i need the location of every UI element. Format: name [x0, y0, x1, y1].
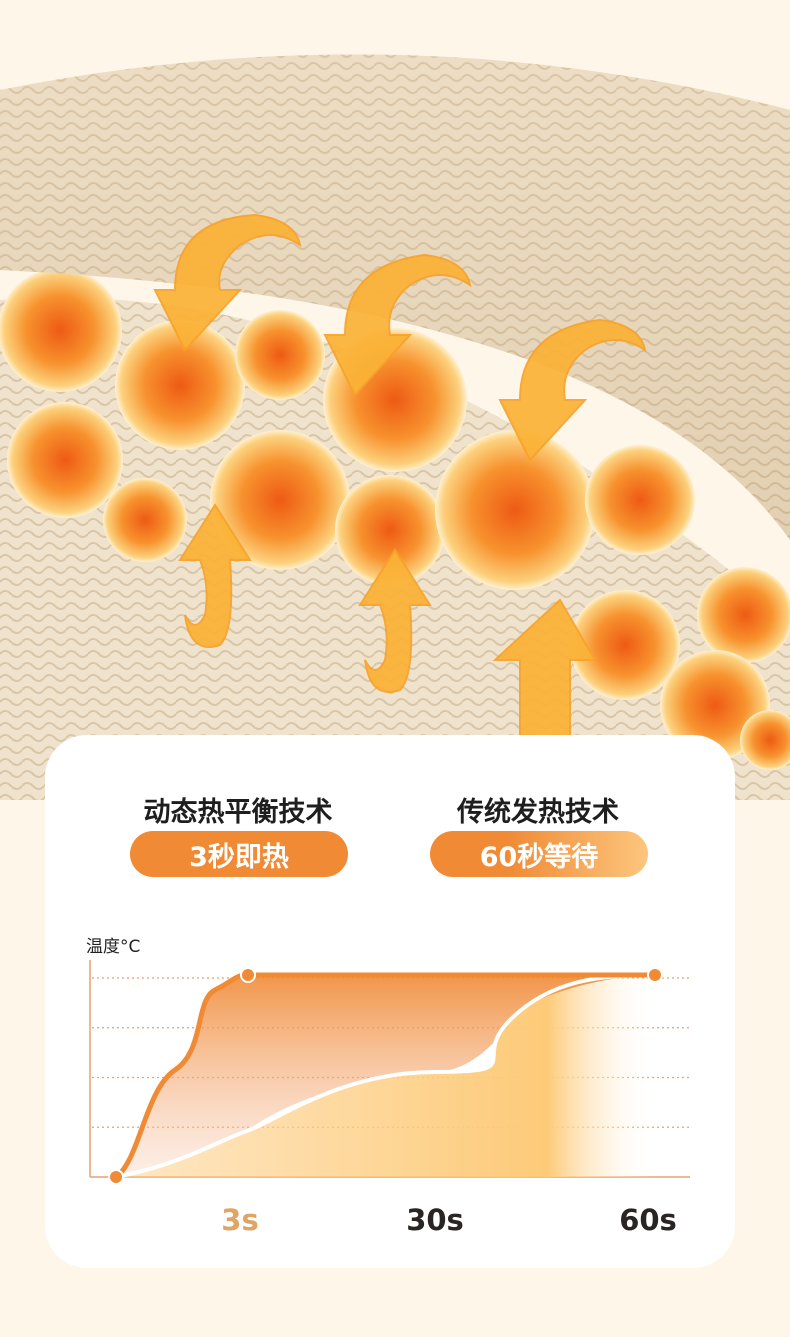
- left-badge: 3秒即热: [130, 831, 348, 877]
- data-point: [108, 1169, 124, 1185]
- heating-fabric-illustration: [0, 54, 790, 800]
- data-point: [240, 967, 256, 983]
- area-traditional: [116, 975, 655, 1177]
- right-title: 传统发热技术: [457, 797, 619, 828]
- heat-spheres: [0, 268, 790, 770]
- right-badge: 60秒等待: [430, 831, 648, 877]
- series-line-traditional: [115, 973, 656, 1179]
- arrow-icons: [153, 213, 647, 741]
- data-point: [647, 967, 663, 983]
- x-tick-label: 30s: [406, 1203, 464, 1237]
- x-tick-label: 60s: [619, 1203, 677, 1237]
- y-axis-label: 温度°C: [86, 937, 141, 957]
- left-title: 动态热平衡技术: [143, 797, 333, 828]
- x-tick-label: 3s: [221, 1203, 259, 1237]
- series-line-dynamic: [114, 972, 655, 1180]
